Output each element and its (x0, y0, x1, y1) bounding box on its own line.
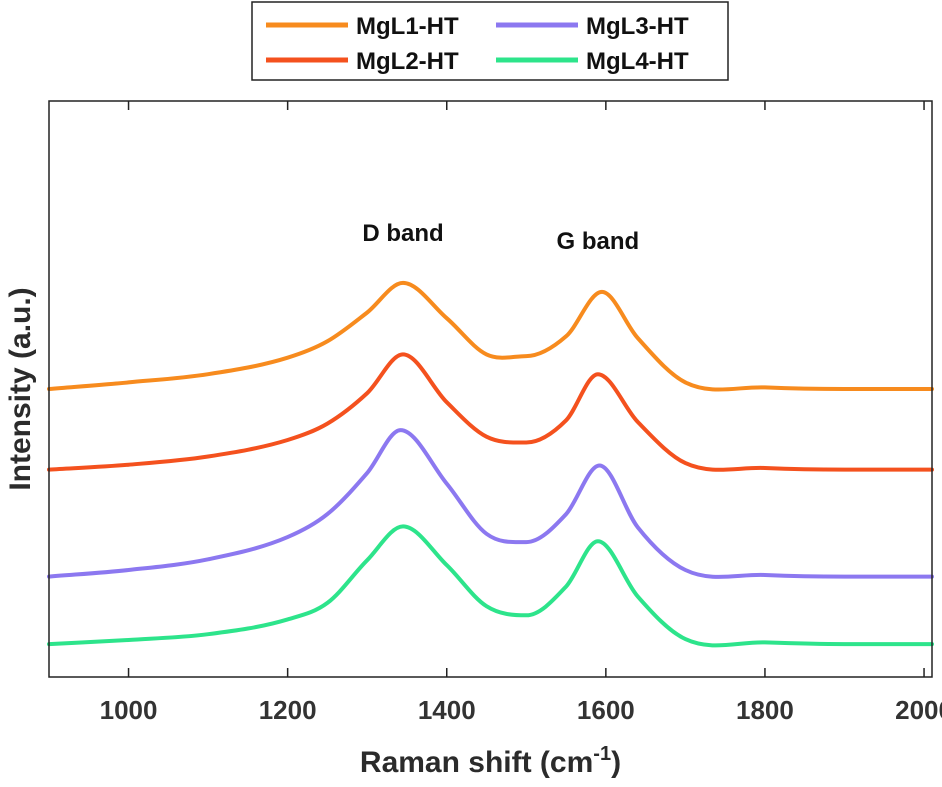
x-tick-label: 2000 (895, 695, 942, 725)
legend-label: MgL1-HT (356, 13, 459, 40)
y-axis-title: Intensity (a.u.) (4, 287, 37, 490)
x-tick-label: 1200 (259, 695, 317, 725)
annotations: D band G band (362, 220, 639, 255)
x-tick-label: 1000 (100, 695, 158, 725)
x-axis-ticks: 1000 1200 1400 1600 1800 2000 (100, 101, 942, 725)
annotation-label: G band (557, 228, 640, 255)
plot-series (47, 280, 934, 648)
x-tick-label: 1600 (577, 695, 635, 725)
plot-frame (48, 100, 933, 678)
x-axis-title-superscript: -1 (593, 743, 611, 765)
series-line-4 (47, 524, 934, 648)
series-line-3 (47, 428, 934, 579)
x-axis-title-end: ) (611, 746, 621, 779)
legend: MgL1-HT MgL2-HT MgL3-HT MgL4-HT (251, 1, 729, 81)
series-line-1 (47, 280, 934, 392)
annotation-label: D band (362, 220, 443, 247)
legend-label: MgL4-HT (586, 48, 689, 75)
legend-box (251, 1, 729, 81)
legend-label: MgL3-HT (586, 13, 689, 40)
x-tick-label: 1400 (418, 695, 476, 725)
series-line-2 (47, 352, 934, 472)
x-axis-title: Raman shift (cm-1) (360, 743, 621, 779)
x-tick-label: 1800 (736, 695, 794, 725)
legend-label: MgL2-HT (356, 48, 459, 75)
x-axis-title-main: Raman shift (cm (360, 746, 593, 779)
